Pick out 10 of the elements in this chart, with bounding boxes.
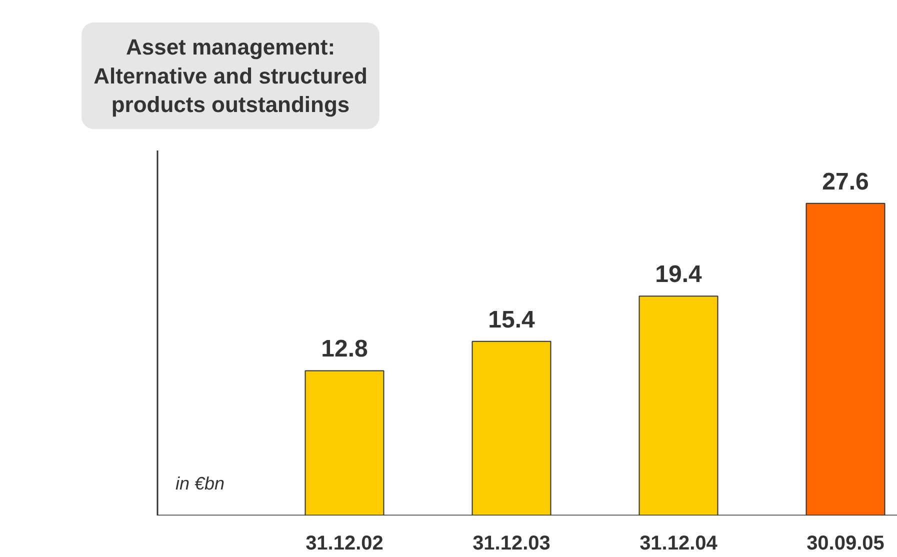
x-tick-label: 31.12.04 — [640, 532, 718, 554]
data-label: 19.4 — [655, 261, 703, 288]
x-tick-label: 30.09.05 — [806, 532, 884, 554]
annotation: in €bn — [176, 474, 225, 494]
x-tick-label: 31.12.03 — [472, 532, 550, 554]
data-label: 12.8 — [321, 336, 368, 363]
x-tick-label: 31.12.02 — [306, 532, 384, 554]
chart-title: Asset management: Alternative and structured products outstandings — [94, 34, 368, 117]
data-label: 27.6 — [822, 168, 869, 196]
data-label: 15.4 — [488, 306, 536, 334]
